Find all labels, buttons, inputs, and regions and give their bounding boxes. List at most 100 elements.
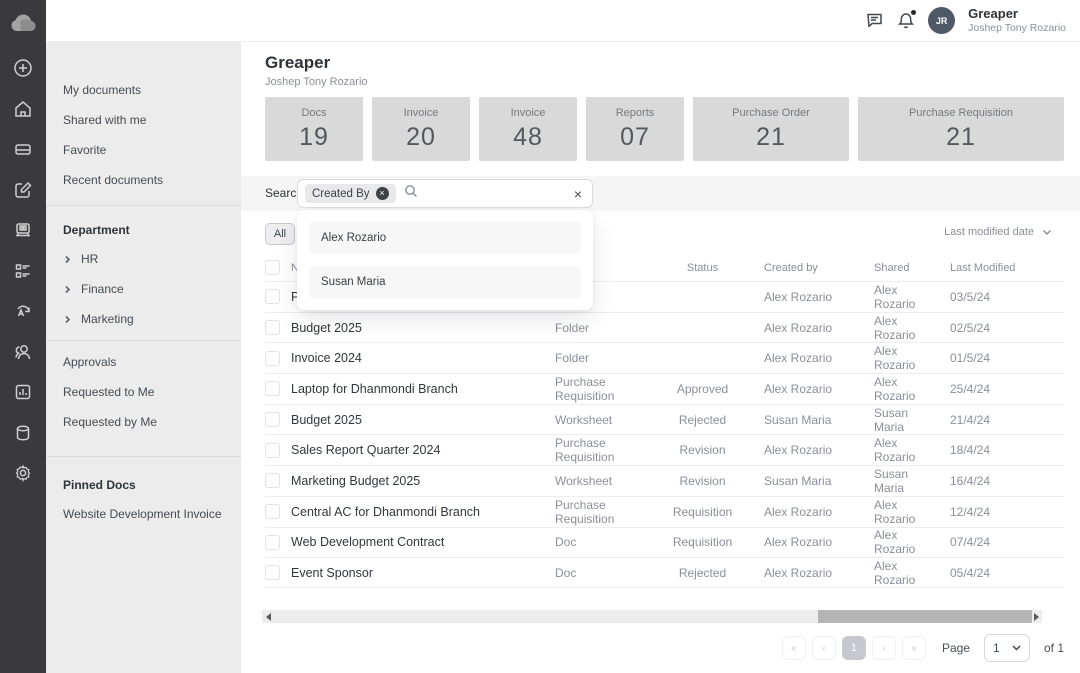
scrollbar-thumb[interactable]: [818, 610, 1032, 623]
dropdown-option-alex-rozario[interactable]: Alex Rozario: [309, 222, 581, 254]
search-input[interactable]: Created By × ×: [297, 179, 593, 208]
table-row[interactable]: Sales Report Quarter 2024 Purchase Requi…: [265, 434, 1064, 465]
sidebar-item-shared-with-me[interactable]: Shared with me: [63, 113, 147, 127]
cell-shared: Alex Rozario: [874, 344, 916, 373]
last-page-button[interactable]: »: [901, 636, 926, 660]
row-checkbox[interactable]: [265, 442, 280, 458]
cloud-logo-icon[interactable]: [8, 9, 38, 39]
page-label: Page: [941, 641, 970, 655]
settings-gear-icon[interactable]: [0, 453, 46, 494]
column-header-created-by[interactable]: Created by: [764, 261, 818, 274]
row-checkbox[interactable]: [265, 381, 280, 397]
search-strip: Search Created By × ×: [241, 176, 1080, 211]
home-icon[interactable]: [0, 89, 46, 130]
cell-shared: Susan Maria: [874, 466, 909, 495]
cell-type: Purchase Requisition: [555, 374, 615, 403]
sidebar-item-finance[interactable]: Finance: [46, 274, 241, 304]
tab-all[interactable]: All: [265, 223, 295, 245]
table-row[interactable]: Event Sponsor Doc Rejected Alex Rozario …: [265, 557, 1064, 588]
database-icon[interactable]: [0, 413, 46, 454]
row-checkbox[interactable]: [265, 320, 280, 336]
first-page-button[interactable]: «: [781, 636, 806, 660]
sidebar-item-website-development-invoice[interactable]: Website Development Invoice: [63, 507, 222, 521]
search-clear-icon[interactable]: ×: [573, 185, 582, 202]
user-avatar[interactable]: JR: [928, 7, 956, 34]
row-checkbox[interactable]: [265, 473, 280, 489]
cell-status: Requisition: [672, 504, 733, 519]
table-row[interactable]: Invoice 2024 Folder Alex Rozario Alex Ro…: [265, 342, 1064, 373]
cell-status: Requisition: [672, 535, 733, 550]
cell-shared: Alex Rozario: [874, 374, 916, 403]
row-checkbox[interactable]: [265, 504, 280, 520]
header-user-block[interactable]: Greaper Joshep Tony Rozario: [968, 6, 1066, 35]
cell-last-modified: 16/4/24: [950, 473, 991, 488]
sidebar-item-favorite[interactable]: Favorite: [63, 143, 107, 157]
cell-shared: Susan Maria: [874, 405, 909, 434]
add-new-icon[interactable]: [0, 48, 46, 89]
sidebar-item-requested-by-me[interactable]: Requested by Me: [63, 415, 158, 429]
select-all-checkbox[interactable]: [265, 260, 280, 275]
cell-status: Revision: [679, 443, 726, 458]
row-checkbox[interactable]: [265, 289, 280, 305]
row-checkbox[interactable]: [265, 350, 280, 366]
sidebar-item-recent-documents[interactable]: Recent documents: [63, 173, 164, 187]
sidebar-item-approvals[interactable]: Approvals: [63, 355, 117, 369]
prev-page-button[interactable]: ‹: [811, 636, 836, 660]
stat-label: Purchase Order: [732, 106, 810, 119]
horizontal-scrollbar[interactable]: [262, 610, 1042, 623]
table-row[interactable]: Budget 2025 Worksheet Rejected Susan Mar…: [265, 403, 1064, 435]
row-checkbox[interactable]: [265, 565, 280, 581]
scroll-right-arrow-icon[interactable]: [1030, 610, 1042, 623]
column-header-shared[interactable]: Shared: [874, 261, 910, 274]
row-checkbox[interactable]: [265, 534, 280, 550]
stat-card-invoice[interactable]: Invoice 20: [372, 97, 470, 161]
cell-created-by: Alex Rozario: [764, 320, 833, 335]
table-row[interactable]: Marketing Budget 2025 Worksheet Revision…: [265, 465, 1064, 496]
cell-created-by: Alex Rozario: [764, 351, 833, 366]
sidebar-item-my-documents[interactable]: My documents: [63, 83, 142, 97]
sync-translate-icon[interactable]: [0, 291, 46, 332]
cell-created-by: Alex Rozario: [764, 289, 833, 304]
stat-card-reports[interactable]: Reports 07: [586, 97, 684, 161]
table-row[interactable]: Budget 2025 Folder Alex Rozario Alex Roz…: [265, 311, 1064, 343]
drive-icon[interactable]: [0, 129, 46, 170]
chip-remove-icon[interactable]: ×: [375, 187, 389, 200]
stat-value: 21: [946, 122, 976, 151]
current-page-button[interactable]: 1: [841, 636, 866, 660]
row-checkbox[interactable]: [265, 412, 280, 428]
table-row[interactable]: Central AC for Dhanmondi Branch Purchase…: [265, 495, 1064, 527]
column-header-status[interactable]: Status: [686, 261, 719, 274]
stat-card-docs[interactable]: Docs 19: [265, 97, 363, 161]
page-select[interactable]: 1: [983, 634, 1030, 662]
dropdown-option-susan-maria[interactable]: Susan Maria: [309, 266, 581, 298]
header-user-subtitle: Joshep Tony Rozario: [968, 22, 1066, 35]
chat-icon[interactable]: [865, 11, 884, 30]
cell-last-modified: 21/4/24: [950, 412, 991, 427]
stat-card-invoice-2[interactable]: Invoice 48: [479, 97, 577, 161]
table-row[interactable]: Laptop for Dhanmondi Branch Purchase Req…: [265, 373, 1064, 404]
users-icon[interactable]: [0, 332, 46, 373]
cell-created-by: Alex Rozario: [764, 535, 833, 550]
stat-card-purchase-order[interactable]: Purchase Order 21: [693, 97, 849, 161]
scroll-left-arrow-icon[interactable]: [262, 610, 274, 623]
sidebar-item-requested-to-me[interactable]: Requested to Me: [63, 385, 155, 399]
column-header-last-modified[interactable]: Last Modified: [950, 261, 1016, 274]
stat-card-purchase-requisition[interactable]: Purchase Requisition 21: [858, 97, 1064, 161]
compose-icon[interactable]: [0, 170, 46, 211]
sidebar-item-hr[interactable]: HR: [46, 244, 241, 274]
sidebar-item-marketing[interactable]: Marketing: [46, 304, 241, 334]
cell-last-modified: 18/4/24: [950, 443, 991, 458]
bar-chart-icon[interactable]: [0, 372, 46, 413]
table-row[interactable]: Web Development Contract Doc Requisition…: [265, 526, 1064, 558]
page-select-value: 1: [992, 641, 1000, 655]
notification-bell-icon[interactable]: [897, 10, 917, 30]
filter-chip-created-by[interactable]: Created By ×: [305, 184, 396, 203]
chevron-down-icon: [1012, 645, 1021, 651]
cell-type: Folder: [555, 320, 590, 335]
archive-scan-icon[interactable]: [0, 210, 46, 251]
table-row[interactable]: P Alex Rozario Alex Rozario 03/5/24: [265, 281, 1064, 312]
next-page-button[interactable]: ›: [871, 636, 896, 660]
task-list-icon[interactable]: [0, 251, 46, 292]
sort-dropdown[interactable]: Last modified date: [944, 226, 1052, 238]
